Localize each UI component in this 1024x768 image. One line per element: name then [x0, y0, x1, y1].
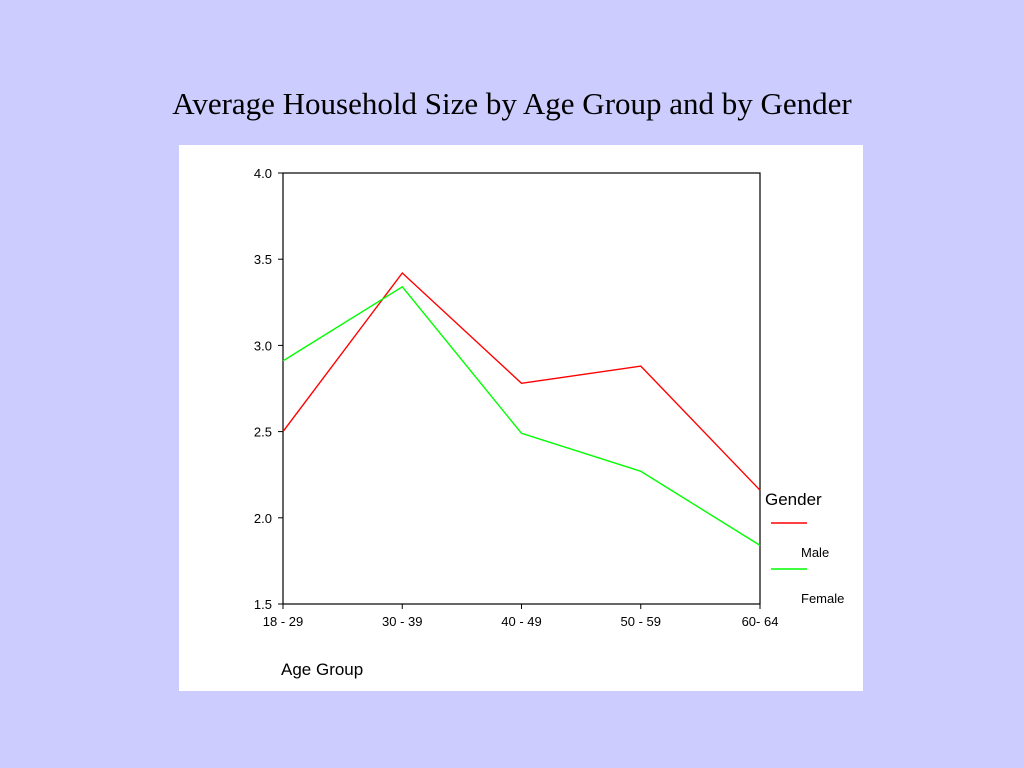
x-tick-label: 18 - 29: [263, 614, 303, 629]
line-chart: 1.5 2.0 2.5 3.0 3.5 4.0 18 - 29 30 - 39 40 - 49…: [254, 166, 844, 679]
legend-label-male: Male: [801, 545, 829, 560]
x-tick-label: 50 - 59: [621, 614, 661, 629]
legend: Gender Male Female: [765, 490, 844, 606]
y-tick-label: 3.0: [254, 338, 272, 353]
y-tick-label: 1.5: [254, 597, 272, 612]
legend-label-female: Female: [801, 591, 844, 606]
x-axis: 18 - 29 30 - 39 40 - 49 50 - 59 60- 64: [263, 604, 779, 629]
series-line-male: [282, 271, 761, 491]
y-tick-label: 3.5: [254, 252, 272, 267]
y-axis: 1.5 2.0 2.5 3.0 3.5 4.0: [254, 166, 283, 612]
x-tick-label: 40 - 49: [501, 614, 541, 629]
chart-panel: 1.5 2.0 2.5 3.0 3.5 4.0 18 - 29 30 - 39 40 - 49…: [179, 145, 863, 691]
x-tick-label: 30 - 39: [382, 614, 422, 629]
y-tick-label: 2.5: [254, 425, 272, 440]
series-line-female: [282, 285, 761, 546]
slide-title: Average Household Size by Age Group and …: [172, 86, 852, 121]
y-tick-label: 4.0: [254, 166, 272, 181]
x-tick-label: 60- 64: [742, 614, 779, 629]
y-tick-label: 2.0: [254, 511, 272, 526]
plot-frame: [282, 172, 761, 605]
series-layer: [282, 271, 761, 546]
legend-title: Gender: [765, 490, 822, 509]
x-axis-label: Age Group: [281, 660, 363, 679]
